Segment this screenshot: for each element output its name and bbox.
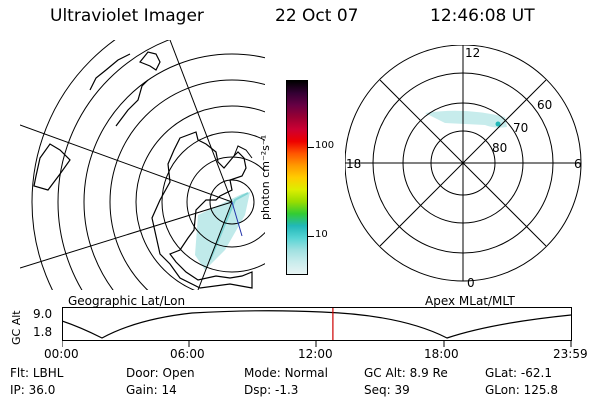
date-label: 22 Oct 07 [275,6,359,26]
lat-circle [209,179,255,225]
dsp-value: -1.3 [274,383,299,397]
altitude-timeline [62,307,572,347]
gcalt-value: 8.9 Re [409,366,448,380]
info-dsp: Dsp: -1.3 [244,383,298,397]
info-glon: GLon: 125.8 [485,383,558,397]
info-gcalt: GC Alt: 8.9 Re [364,366,448,380]
time-label: 12:46:08 UT [430,6,535,26]
altitude-ytick-low: 1.8 [33,325,53,339]
colorbar-tick-label-10: 10 [315,229,328,240]
lat-circle [109,79,265,290]
magnetic-panel-label: Apex MLat/MLT [425,294,515,308]
mlt-label-6: 6 [574,157,582,171]
glon-label: GLon: [485,383,520,397]
magnetic-polar-plot [345,45,582,282]
ip-value: 36.0 [28,383,56,397]
colorbar-unit-label: photon cm⁻²s⁻¹ [259,134,272,220]
coastline-nz-south [33,143,71,191]
lat-circle [161,131,265,273]
geographic-panel-label: Geographic Lat/Lon [68,294,186,308]
info-door: Door: Open [126,366,195,380]
door-label: Door: [126,366,159,380]
filter-value: LBHL [32,366,64,380]
instrument-title: Ultraviolet Imager [50,6,204,26]
gain-label: Gain: [126,383,158,397]
lat-circle [31,40,116,290]
lat-circle [135,105,265,290]
filter-label: Flt: [10,366,29,380]
seq-label: Seq: [364,383,391,397]
info-filter: Flt: LBHL [10,366,63,380]
time-tick-0000: 00:00 [44,347,79,361]
info-glat: GLat: -62.1 [485,366,552,380]
altitude-ylabel: GC Alt [10,310,23,345]
colorbar-gradient [287,81,307,274]
gain-value: 14 [161,383,177,397]
time-tick-1800: 18:00 [424,347,459,361]
door-value: Open [162,366,195,380]
mode-value: Normal [284,366,328,380]
seq-value: 39 [394,383,410,397]
lat-circle [186,156,265,248]
altitude-curve [62,310,572,339]
auroral-emission-mag [425,110,507,128]
coastline-nz [139,51,161,71]
time-tick-2359: 23:59 [553,347,588,361]
lat-circle [83,53,265,290]
info-ip: IP: 36.0 [10,383,55,397]
glon-value: 125.8 [523,383,558,397]
info-seq: Seq: 39 [364,383,410,397]
mlt-label-18: 18 [346,157,362,171]
lat-circle [57,40,170,290]
colorbar [286,80,308,275]
info-mode: Mode: Normal [244,366,328,380]
coastline-australia [151,131,253,289]
mlat-label-70: 70 [513,121,529,135]
time-tick-0600: 06:00 [170,347,205,361]
colorbar-tick-10 [308,236,314,237]
ip-label: IP: [10,383,25,397]
mlat-label-60: 60 [537,98,553,112]
dsp-label: Dsp: [244,383,272,397]
mode-label: Mode: [244,366,281,380]
colorbar-tick-100 [308,147,314,148]
altitude-ytick-high: 9.0 [33,307,53,321]
info-gain: Gain: 14 [126,383,177,397]
glat-label: GLat: [485,366,518,380]
mlt-label-12: 12 [465,46,481,60]
mlat-label-80: 80 [492,141,508,155]
colorbar-tick-label-100: 100 [315,140,335,151]
glat-value: -62.1 [520,366,552,380]
mlt-label-0: 0 [467,276,475,290]
gcalt-label: GC Alt: [364,366,406,380]
geographic-map [20,40,265,290]
time-tick-1200: 12:00 [298,347,333,361]
